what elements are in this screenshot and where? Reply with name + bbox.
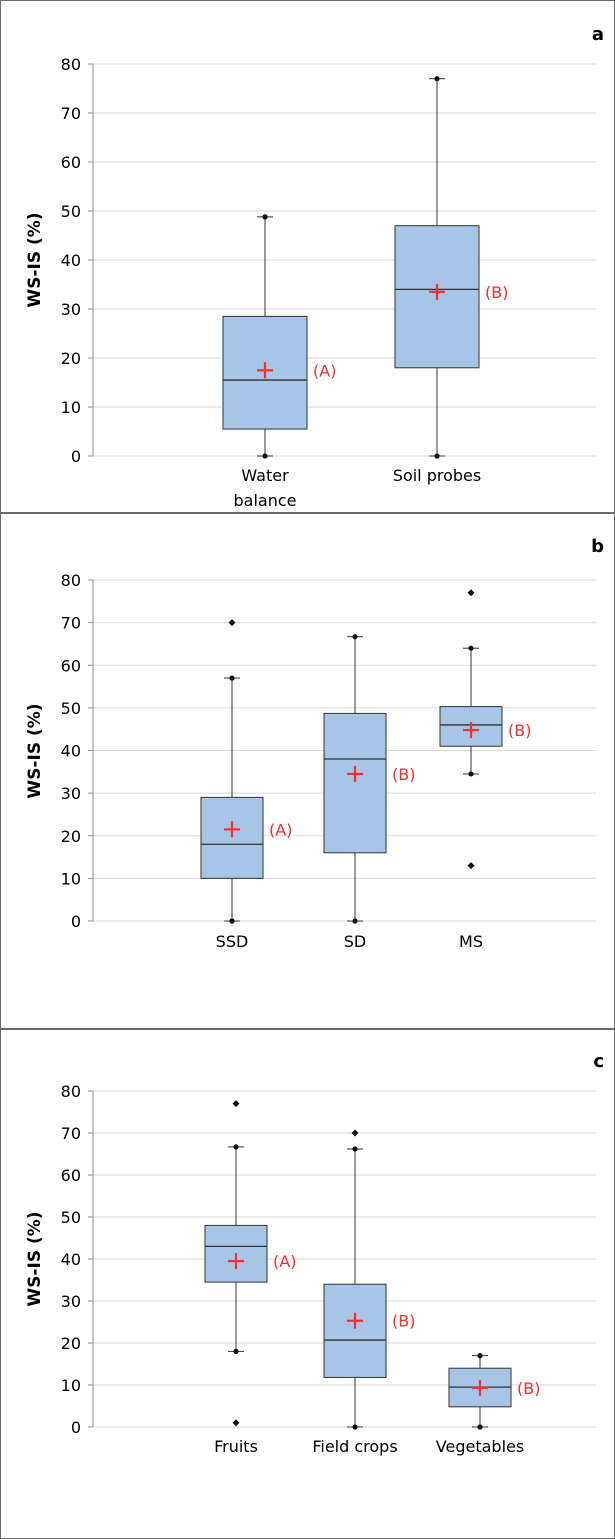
y-tick-label: 40 bbox=[61, 742, 81, 761]
outlier-point bbox=[228, 619, 236, 627]
significance-label: (B) bbox=[392, 1312, 415, 1331]
significance-label: (B) bbox=[485, 283, 508, 302]
panel-label: b bbox=[591, 536, 604, 557]
whisker-end-point bbox=[352, 634, 358, 640]
y-tick-label: 10 bbox=[61, 1376, 81, 1395]
whisker-end-point bbox=[352, 1424, 358, 1430]
y-tick-label: 60 bbox=[61, 1166, 81, 1185]
whisker-end-point bbox=[352, 918, 358, 924]
x-category-label: Vegetables bbox=[436, 1437, 524, 1456]
x-category-label: Fruits bbox=[214, 1437, 258, 1456]
x-category-label: balance bbox=[234, 491, 297, 510]
y-axis-label: WS-IS (%) bbox=[25, 1211, 45, 1306]
whisker-end-point bbox=[352, 1146, 358, 1152]
y-tick-label: 0 bbox=[71, 1418, 81, 1437]
y-tick-label: 70 bbox=[61, 104, 81, 123]
whisker-end-point bbox=[229, 675, 235, 681]
whisker-end-point bbox=[468, 645, 474, 651]
outlier-point bbox=[467, 862, 475, 870]
whisker-end-point bbox=[262, 214, 268, 220]
y-tick-label: 20 bbox=[61, 827, 81, 846]
whisker-end-point bbox=[233, 1144, 239, 1150]
y-tick-label: 20 bbox=[61, 1334, 81, 1353]
x-category-label: SSD bbox=[216, 932, 249, 951]
outlier-point bbox=[467, 589, 475, 597]
whisker-end-point bbox=[233, 1348, 239, 1354]
y-tick-label: 10 bbox=[61, 398, 81, 417]
box-ssd bbox=[200, 796, 264, 879]
y-tick-label: 80 bbox=[61, 55, 81, 74]
significance-label: (A) bbox=[313, 361, 336, 380]
y-tick-label: 50 bbox=[61, 202, 81, 221]
outlier-point bbox=[232, 1419, 240, 1427]
box-field-crops bbox=[323, 1283, 387, 1378]
x-category-label: Field crops bbox=[312, 1437, 397, 1456]
x-category-label: Soil probes bbox=[393, 466, 481, 485]
whisker-end-point bbox=[477, 1424, 483, 1430]
y-tick-label: 0 bbox=[71, 912, 81, 931]
x-category-label: SD bbox=[344, 932, 366, 951]
significance-label: (A) bbox=[273, 1252, 296, 1271]
y-tick-label: 30 bbox=[61, 300, 81, 319]
significance-label: (B) bbox=[392, 765, 415, 784]
y-tick-label: 30 bbox=[61, 784, 81, 803]
y-tick-label: 60 bbox=[61, 153, 81, 172]
significance-label: (B) bbox=[508, 721, 531, 740]
x-category-label: MS bbox=[459, 932, 483, 951]
y-tick-label: 40 bbox=[61, 1250, 81, 1269]
y-tick-label: 80 bbox=[61, 571, 81, 590]
whisker-end-point bbox=[477, 1353, 483, 1359]
whisker-end-point bbox=[229, 918, 235, 924]
whisker-end-point bbox=[434, 76, 440, 82]
y-tick-label: 70 bbox=[61, 1124, 81, 1143]
y-tick-label: 80 bbox=[61, 1082, 81, 1101]
y-tick-label: 50 bbox=[61, 1208, 81, 1227]
whisker-end-point bbox=[468, 771, 474, 777]
significance-label: (B) bbox=[517, 1379, 540, 1398]
y-axis-label: WS-IS (%) bbox=[25, 212, 45, 307]
y-tick-label: 70 bbox=[61, 614, 81, 633]
outlier-point bbox=[351, 1129, 359, 1137]
y-tick-label: 10 bbox=[61, 869, 81, 888]
box-sd bbox=[323, 712, 387, 854]
y-tick-label: 60 bbox=[61, 656, 81, 675]
y-tick-label: 0 bbox=[71, 447, 81, 466]
whisker-end-point bbox=[434, 453, 440, 459]
whisker-end-point bbox=[262, 453, 268, 459]
panel-label: a bbox=[592, 24, 604, 45]
y-axis-label: WS-IS (%) bbox=[25, 703, 45, 798]
outlier-point bbox=[232, 1100, 240, 1108]
panel-label: c bbox=[593, 1051, 604, 1072]
x-category-label: Water bbox=[241, 466, 289, 485]
y-tick-label: 40 bbox=[61, 251, 81, 270]
y-tick-label: 50 bbox=[61, 699, 81, 718]
significance-label: (A) bbox=[269, 820, 292, 839]
panel-frame-b bbox=[0, 513, 615, 1029]
y-tick-label: 30 bbox=[61, 1292, 81, 1311]
y-tick-label: 20 bbox=[61, 349, 81, 368]
